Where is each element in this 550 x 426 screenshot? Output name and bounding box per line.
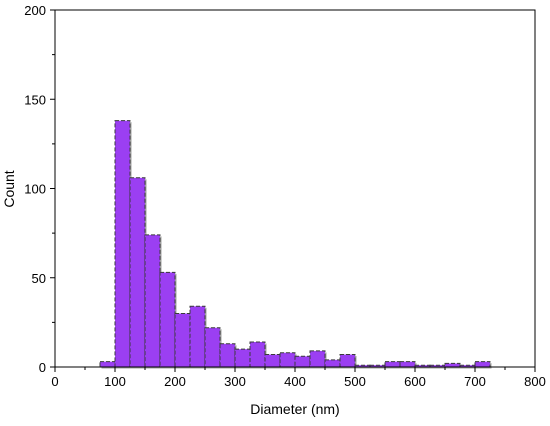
bar-shadow: [371, 366, 387, 369]
histogram-bar: [114, 120, 131, 368]
histogram-bar: [474, 361, 491, 368]
histogram-bar: [234, 348, 251, 368]
histogram-bar: [324, 359, 341, 368]
y-tick-label: 0: [39, 360, 46, 375]
histogram-bar: [444, 362, 461, 368]
bar-shadow: [356, 366, 372, 369]
histogram-bar: [294, 355, 311, 368]
x-axis-label: Diameter (nm): [250, 401, 339, 417]
histogram-bar: [174, 312, 191, 368]
bars-group: [99, 120, 492, 369]
x-tick-label: 200: [164, 374, 186, 389]
bar-shadow: [431, 366, 447, 369]
y-axis-label: Count: [1, 170, 17, 207]
x-tick-label: 400: [284, 374, 306, 389]
bar-shadow: [461, 366, 477, 369]
x-tick-label: 700: [464, 374, 486, 389]
y-tick-label: 100: [24, 182, 46, 197]
x-tick-label: 800: [524, 374, 546, 389]
histogram-bar: [189, 305, 206, 368]
histogram-bar: [399, 361, 416, 368]
histogram-bar: [264, 354, 281, 368]
histogram-bar: [129, 177, 146, 368]
histogram-bar: [204, 327, 221, 368]
histogram-bar: [219, 343, 236, 368]
x-tick-label: 500: [344, 374, 366, 389]
histogram-bar: [309, 350, 326, 368]
histogram-bar: [99, 361, 116, 368]
y-tick-label: 200: [24, 3, 46, 18]
histogram-bar: [249, 341, 266, 368]
y-tick-label: 50: [32, 271, 46, 286]
x-tick-label: 100: [104, 374, 126, 389]
histogram-bar: [279, 352, 296, 368]
histogram-bar: [384, 361, 401, 368]
x-tick-label: 600: [404, 374, 426, 389]
axes-group: 0 100 200 300 400 500 600 700 800 0 50 100 150 200: [24, 3, 546, 389]
x-tick-label: 300: [224, 374, 246, 389]
bar-shadow: [416, 366, 432, 369]
y-tick-label: 150: [24, 92, 46, 107]
histogram-bar: [159, 271, 176, 368]
x-tick-label: 0: [51, 374, 58, 389]
histogram-bar: [339, 354, 356, 368]
histogram-bar: [144, 234, 161, 368]
